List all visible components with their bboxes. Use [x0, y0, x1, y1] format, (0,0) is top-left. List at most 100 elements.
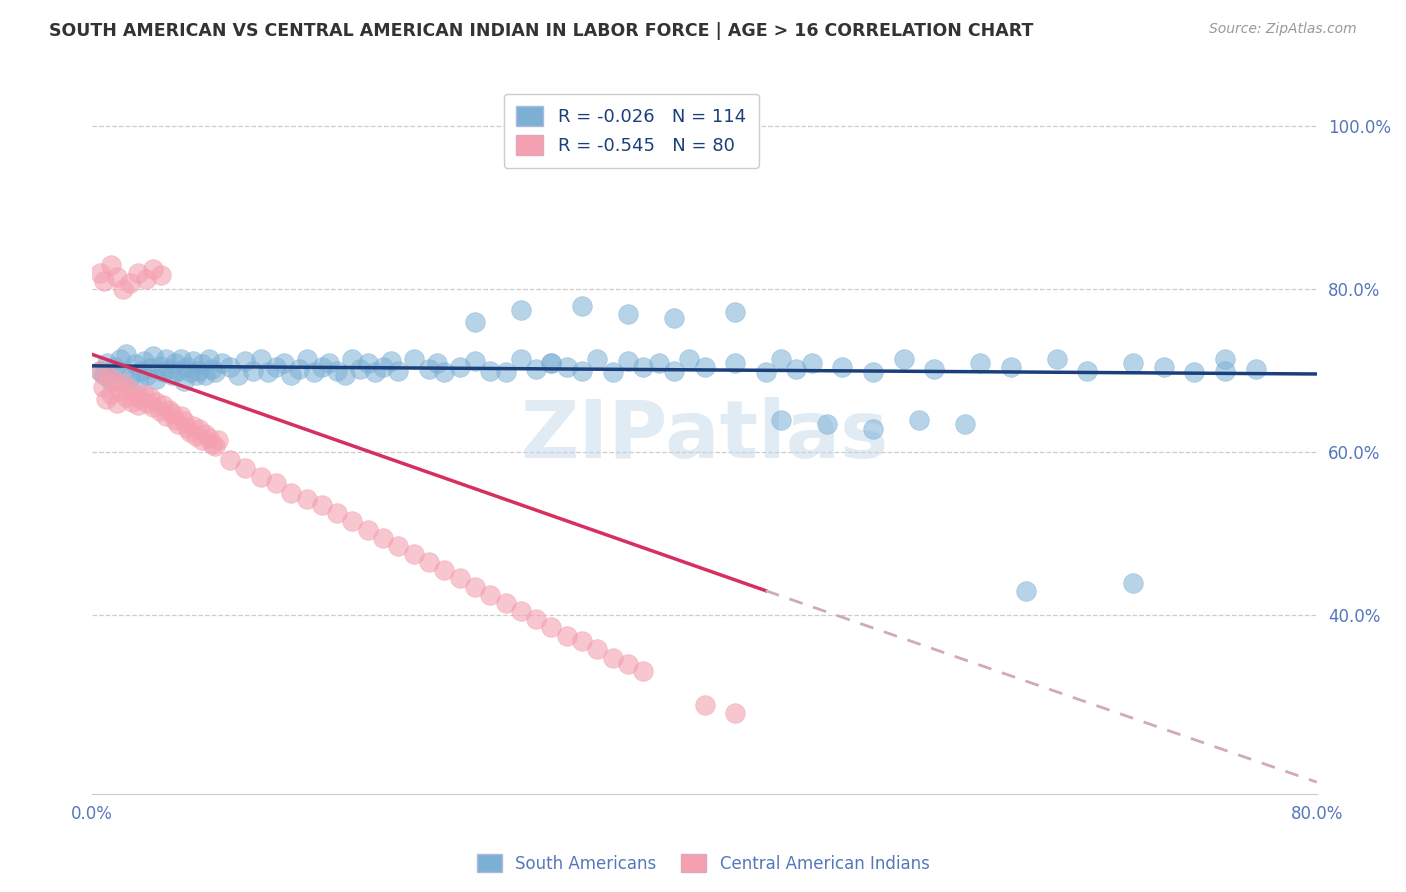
Point [118, 382, 141, 396]
Point [226, 368, 249, 382]
Point [280, 486, 302, 500]
Point [509, 302, 531, 317]
Point [103, 374, 125, 388]
Point [464, 580, 486, 594]
Point [136, 396, 159, 410]
Point [555, 628, 578, 642]
Point [100, 374, 122, 388]
Point [200, 437, 222, 451]
Point [134, 354, 156, 368]
Point [148, 359, 170, 373]
Point [586, 351, 609, 366]
Point [233, 354, 256, 368]
Point [179, 425, 201, 439]
Point [89, 266, 111, 280]
Point [163, 355, 186, 369]
Point [181, 354, 204, 368]
Point [93, 368, 115, 382]
Point [163, 412, 186, 426]
Point [571, 364, 593, 378]
Point [586, 642, 609, 657]
Point [160, 406, 183, 420]
Point [380, 354, 402, 368]
Point [135, 272, 157, 286]
Point [145, 372, 167, 386]
Point [922, 362, 945, 376]
Point [1076, 364, 1098, 378]
Point [402, 351, 425, 366]
Point [173, 374, 195, 388]
Point [142, 349, 165, 363]
Point [127, 376, 149, 390]
Point [418, 362, 440, 376]
Point [105, 396, 128, 410]
Point [211, 355, 233, 369]
Point [188, 422, 211, 436]
Point [170, 409, 193, 423]
Point [602, 650, 624, 665]
Point [449, 359, 471, 374]
Point [96, 355, 118, 369]
Point [249, 351, 271, 366]
Point [160, 368, 183, 382]
Point [724, 706, 747, 720]
Point [204, 365, 226, 379]
Point [464, 354, 486, 368]
Point [152, 398, 174, 412]
Point [295, 351, 318, 366]
Point [142, 401, 165, 415]
Point [155, 352, 177, 367]
Point [633, 359, 655, 374]
Point [120, 276, 142, 290]
Point [127, 266, 149, 280]
Point [191, 433, 214, 447]
Point [167, 364, 190, 378]
Point [1015, 583, 1038, 598]
Point [111, 365, 134, 379]
Point [219, 359, 242, 374]
Point [371, 531, 394, 545]
Point [495, 596, 517, 610]
Point [662, 364, 685, 378]
Point [136, 368, 159, 382]
Point [357, 523, 380, 537]
Point [197, 351, 219, 366]
Point [349, 362, 371, 376]
Point [364, 365, 387, 379]
Point [288, 362, 311, 376]
Point [509, 351, 531, 366]
Point [1184, 365, 1206, 379]
Point [127, 398, 149, 412]
Point [257, 365, 280, 379]
Point [342, 515, 364, 529]
Point [150, 268, 173, 282]
Point [1213, 351, 1236, 366]
Point [540, 355, 562, 369]
Point [157, 402, 180, 417]
Point [770, 412, 793, 426]
Point [167, 417, 190, 431]
Point [693, 698, 716, 712]
Point [969, 355, 991, 369]
Point [264, 476, 287, 491]
Point [219, 453, 242, 467]
Point [100, 258, 122, 272]
Point [479, 364, 502, 378]
Point [124, 357, 146, 371]
Point [148, 404, 170, 418]
Point [124, 388, 146, 402]
Point [186, 429, 208, 443]
Point [91, 380, 114, 394]
Point [89, 364, 111, 378]
Point [433, 563, 456, 577]
Point [617, 657, 640, 671]
Point [357, 355, 380, 369]
Point [194, 427, 217, 442]
Point [678, 351, 700, 366]
Point [326, 506, 349, 520]
Point [311, 498, 333, 512]
Point [108, 384, 131, 398]
Point [204, 439, 226, 453]
Point [433, 365, 456, 379]
Point [100, 386, 122, 401]
